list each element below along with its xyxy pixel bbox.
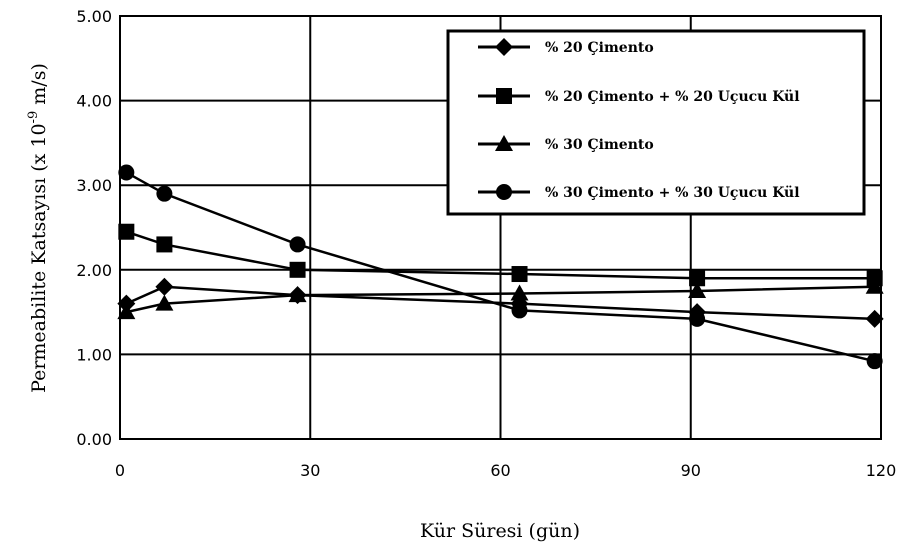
data-point-square <box>156 236 173 253</box>
data-point-triangle <box>288 286 307 303</box>
series-group <box>117 164 884 370</box>
y-axis-title-main: Permeabilite Katsayısı (x 10 <box>28 123 50 392</box>
series-line <box>126 285 875 314</box>
data-point-circle <box>118 164 135 181</box>
x-tick-label: 60 <box>490 461 510 480</box>
legend-label: % 20 Çimento + % 20 Uçucu Kül <box>545 89 800 105</box>
legend-marker-square <box>496 88 512 104</box>
y-tick-label: 2.00 <box>76 261 112 280</box>
y-tick-label: 0.00 <box>76 430 112 449</box>
data-point-triangle <box>155 294 174 311</box>
y-tick-label: 4.00 <box>76 92 112 111</box>
data-point-diamond <box>155 277 174 296</box>
x-tick-label: 30 <box>300 461 320 480</box>
legend-entry: % 20 Çimento <box>478 38 654 56</box>
x-axis-title: Kür Süresi (gün) <box>420 520 580 542</box>
legend-label: % 20 Çimento <box>545 40 654 56</box>
y-tick-label: 5.00 <box>76 7 112 26</box>
legend-entry: % 30 Çimento <box>478 135 654 153</box>
y-tick-label: 3.00 <box>76 176 112 195</box>
legend-marker-diamond <box>495 38 513 56</box>
data-point-triangle <box>117 303 136 320</box>
data-point-square <box>118 223 135 240</box>
data-point-triangle <box>688 281 707 298</box>
y-axis-title: Permeabilite Katsayısı (x 10-9 m/s) <box>26 63 50 393</box>
data-point-circle <box>511 302 528 319</box>
series-circle <box>118 164 883 370</box>
y-axis-title-unit: m/s) <box>28 63 50 111</box>
data-point-circle <box>156 185 173 202</box>
data-point-square <box>689 270 706 287</box>
legend-box <box>446 29 866 216</box>
data-point-square <box>511 266 528 283</box>
legend-entry: % 30 Çimento + % 30 Uçucu Kül <box>478 184 800 201</box>
x-axis-ticks: 0 30 60 90 120 <box>115 461 896 480</box>
data-point-circle <box>866 353 883 370</box>
series-triangle <box>117 277 884 320</box>
legend-marker-circle <box>496 184 512 200</box>
legend-label: % 30 Çimento <box>545 137 654 153</box>
data-point-circle <box>289 236 306 253</box>
series-square <box>118 223 883 287</box>
series-line <box>125 285 875 321</box>
data-point-circle <box>689 310 706 327</box>
x-tick-label: 120 <box>866 461 897 480</box>
x-tick-label: 90 <box>681 461 701 480</box>
data-point-square <box>289 261 306 278</box>
legend-marker-triangle <box>495 135 513 151</box>
data-point-triangle <box>865 277 884 294</box>
legend: % 20 Çimento % 20 Çimento + % 20 Uçucu Kü… <box>446 29 866 216</box>
y-axis-ticks: 0.00 1.00 2.00 3.00 4.00 5.00 <box>76 7 112 449</box>
data-point-triangle <box>510 284 529 301</box>
x-tick-label: 0 <box>115 461 125 480</box>
legend-label: % 30 Çimento + % 30 Uçucu Kül <box>545 185 800 201</box>
data-point-diamond <box>865 309 884 328</box>
y-tick-label: 1.00 <box>76 345 112 364</box>
y-axis-title-exponent: -9 <box>26 111 41 124</box>
legend-entry: % 20 Çimento + % 20 Uçucu Kül <box>478 88 800 105</box>
